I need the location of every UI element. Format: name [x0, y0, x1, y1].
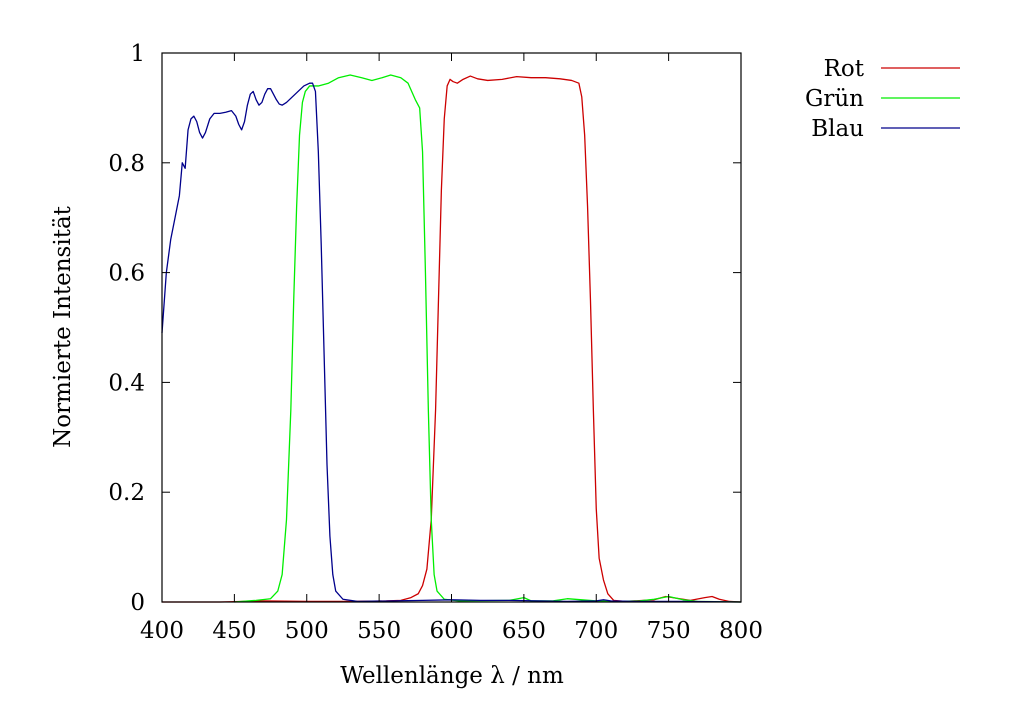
y-tick-label: 0.6 — [108, 261, 145, 287]
x-tick-label: 450 — [212, 618, 256, 644]
y-tick-label: 0.2 — [108, 480, 145, 506]
legend-label-rot: Rot — [824, 56, 865, 82]
series-layer — [161, 74, 742, 603]
series-line-blau — [161, 82, 742, 603]
y-axis-label: Normierte Intensität — [50, 205, 76, 448]
x-tick-label: 400 — [140, 618, 184, 644]
x-tick-label: 800 — [719, 618, 763, 644]
x-tick-label: 650 — [502, 618, 546, 644]
legend: Rot Grün Blau — [805, 56, 960, 142]
x-tick-label: 700 — [574, 618, 618, 644]
x-tick-label: 750 — [647, 618, 691, 644]
y-tick-label: 1 — [130, 41, 145, 67]
x-tick-label: 600 — [430, 618, 474, 644]
series-line-rot — [162, 75, 742, 603]
y-tick-label: 0.8 — [108, 151, 145, 177]
y-tick-label: 0.4 — [108, 370, 145, 396]
x-tick-label: 500 — [285, 618, 329, 644]
x-tick-label: 550 — [357, 618, 401, 644]
legend-label-grün: Grün — [805, 86, 864, 112]
ticks-layer: 400 450 500 550 600 650 700 750 800 0 0.2 0.4 0.6 0.8… — [108, 41, 763, 644]
plot-frame — [161, 52, 742, 603]
series-line-grün — [234, 74, 742, 603]
y-tick-label: 0 — [130, 590, 145, 616]
y-axis-label-text: Normierte Intensität — [50, 205, 76, 448]
x-axis-label-text: Wellenlänge λ / nm — [340, 663, 564, 689]
legend-label-blau: Blau — [811, 116, 864, 142]
x-axis-label: Wellenlänge λ / nm — [340, 663, 564, 689]
